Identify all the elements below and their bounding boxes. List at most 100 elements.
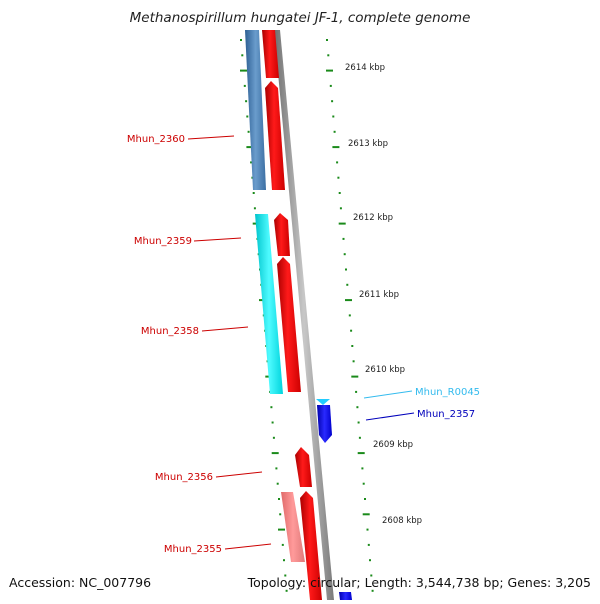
kbp-label-2613: 2613 kbp bbox=[348, 139, 388, 149]
gene-label-mhun-2360[interactable]: Mhun_2360 bbox=[127, 134, 185, 145]
left-tick-mark bbox=[278, 528, 285, 531]
backbone-strand bbox=[274, 30, 334, 600]
left-tick-mark bbox=[253, 207, 256, 210]
right-tick-mark bbox=[356, 406, 359, 409]
left-tick-mark bbox=[276, 482, 279, 485]
left-tick-mark bbox=[252, 192, 255, 194]
right-tick-mark bbox=[332, 146, 340, 149]
left-tick-mark bbox=[271, 452, 279, 455]
left-tick-mark bbox=[272, 436, 275, 439]
feature-pink-bar bbox=[281, 492, 305, 562]
gene-label-mhun-2359[interactable]: Mhun_2359 bbox=[134, 236, 192, 247]
cds-mhun-2360-arrow bbox=[265, 81, 285, 190]
right-tick-mark bbox=[367, 543, 370, 546]
right-tick-mark bbox=[348, 314, 351, 317]
right-tick-mark bbox=[370, 574, 373, 577]
leader-mhun-2359 bbox=[193, 237, 242, 242]
right-tick-mark bbox=[326, 39, 328, 41]
right-tick-mark bbox=[338, 222, 346, 225]
left-tick-mark bbox=[285, 589, 288, 592]
map-title: Methanospirillum hungatei JF-1, complete… bbox=[129, 10, 471, 26]
left-tick-mark bbox=[275, 467, 278, 470]
kbp-label-2610: 2610 kbp bbox=[365, 365, 405, 375]
right-tick-mark bbox=[332, 115, 335, 118]
cds-mhun-2359-arrow bbox=[274, 213, 290, 256]
left-tick-mark bbox=[246, 146, 254, 149]
leader-mhun-2355 bbox=[224, 543, 272, 550]
right-tick-mark bbox=[351, 345, 354, 347]
right-tick-mark bbox=[339, 207, 342, 210]
left-tick-mark bbox=[270, 406, 273, 409]
left-tick-mark bbox=[247, 130, 250, 133]
right-tick-mark bbox=[331, 100, 334, 103]
right-tick-mark bbox=[371, 589, 374, 592]
gene-label-mhun-2355[interactable]: Mhun_2355 bbox=[164, 544, 222, 555]
leader-mhun-2358 bbox=[201, 326, 249, 332]
right-tick-mark bbox=[358, 436, 361, 439]
right-tick-mark bbox=[351, 375, 359, 378]
right-tick-mark bbox=[329, 84, 332, 87]
left-tick-mark bbox=[240, 69, 247, 72]
right-tick-mark bbox=[350, 329, 353, 332]
right-tick-mark bbox=[326, 69, 333, 72]
right-tick-mark bbox=[346, 283, 349, 286]
leader-mhun-2356 bbox=[215, 471, 263, 478]
leader-mhun-r0045 bbox=[363, 390, 413, 399]
right-tick-mark bbox=[352, 360, 355, 363]
cds-mhun-2358-arrow bbox=[277, 257, 301, 392]
left-tick-mark bbox=[283, 559, 285, 562]
right-tick-mark bbox=[327, 54, 330, 57]
kbp-label-2611: 2611 kbp bbox=[359, 290, 399, 300]
gene-label-mhun-2356[interactable]: Mhun_2356 bbox=[155, 472, 213, 483]
kbp-label-2614: 2614 kbp bbox=[345, 63, 385, 73]
right-tick-track bbox=[326, 39, 374, 592]
right-tick-mark bbox=[362, 513, 370, 516]
cds-mhun-2355-arrow bbox=[300, 491, 322, 600]
cds-mhun-2357-arrow bbox=[317, 405, 332, 443]
cds-mhun-2360-upper bbox=[262, 30, 279, 78]
left-tick-mark bbox=[284, 574, 287, 577]
gene-label-mhun-2358[interactable]: Mhun_2358 bbox=[141, 326, 199, 337]
left-tick-mark bbox=[271, 421, 274, 424]
right-tick-mark bbox=[361, 467, 364, 470]
right-tick-mark bbox=[357, 421, 360, 424]
gene-label-mhun-r0045[interactable]: Mhun_R0045 bbox=[415, 387, 480, 398]
cds-mhun-2356-arrow bbox=[295, 447, 312, 487]
kbp-label-2608: 2608 kbp bbox=[382, 516, 422, 526]
leader-mhun-2360 bbox=[187, 135, 235, 140]
kbp-label-2609: 2609 kbp bbox=[373, 440, 413, 450]
left-tick-mark bbox=[243, 84, 246, 87]
feature-steel-bar bbox=[245, 30, 266, 190]
right-tick-mark bbox=[357, 452, 365, 455]
accession-text: Accession: NC_007796 bbox=[9, 575, 152, 590]
right-tick-mark bbox=[337, 176, 340, 179]
right-tick-mark bbox=[355, 390, 358, 393]
left-tick-mark bbox=[281, 543, 284, 546]
right-tick-mark bbox=[366, 528, 369, 531]
summary-text: Topology: circular; Length: 3,544,738 bp… bbox=[247, 575, 591, 590]
right-tick-mark bbox=[369, 559, 371, 562]
right-tick-mark bbox=[336, 161, 339, 164]
left-tick-mark bbox=[240, 39, 242, 41]
right-tick-mark bbox=[362, 482, 365, 485]
left-tick-mark bbox=[245, 100, 248, 103]
right-tick-mark bbox=[345, 268, 347, 271]
right-tick-mark bbox=[338, 192, 341, 194]
left-tick-mark bbox=[246, 115, 249, 118]
right-tick-mark bbox=[345, 299, 352, 302]
gene-label-mhun-2357[interactable]: Mhun_2357 bbox=[417, 409, 475, 420]
trna-mhun-r0045 bbox=[316, 399, 330, 405]
left-tick-mark bbox=[241, 54, 244, 57]
feature-cyan-bar bbox=[255, 214, 283, 394]
cds-bottom-blue bbox=[339, 592, 352, 600]
left-tick-mark bbox=[278, 498, 280, 500]
right-tick-mark bbox=[364, 498, 366, 500]
left-tick-mark bbox=[250, 161, 253, 164]
right-tick-mark bbox=[342, 237, 345, 240]
right-tick-mark bbox=[343, 253, 346, 256]
kbp-label-2612: 2612 kbp bbox=[353, 213, 393, 223]
left-tick-mark bbox=[279, 513, 282, 516]
leader-mhun-2357 bbox=[365, 412, 415, 421]
